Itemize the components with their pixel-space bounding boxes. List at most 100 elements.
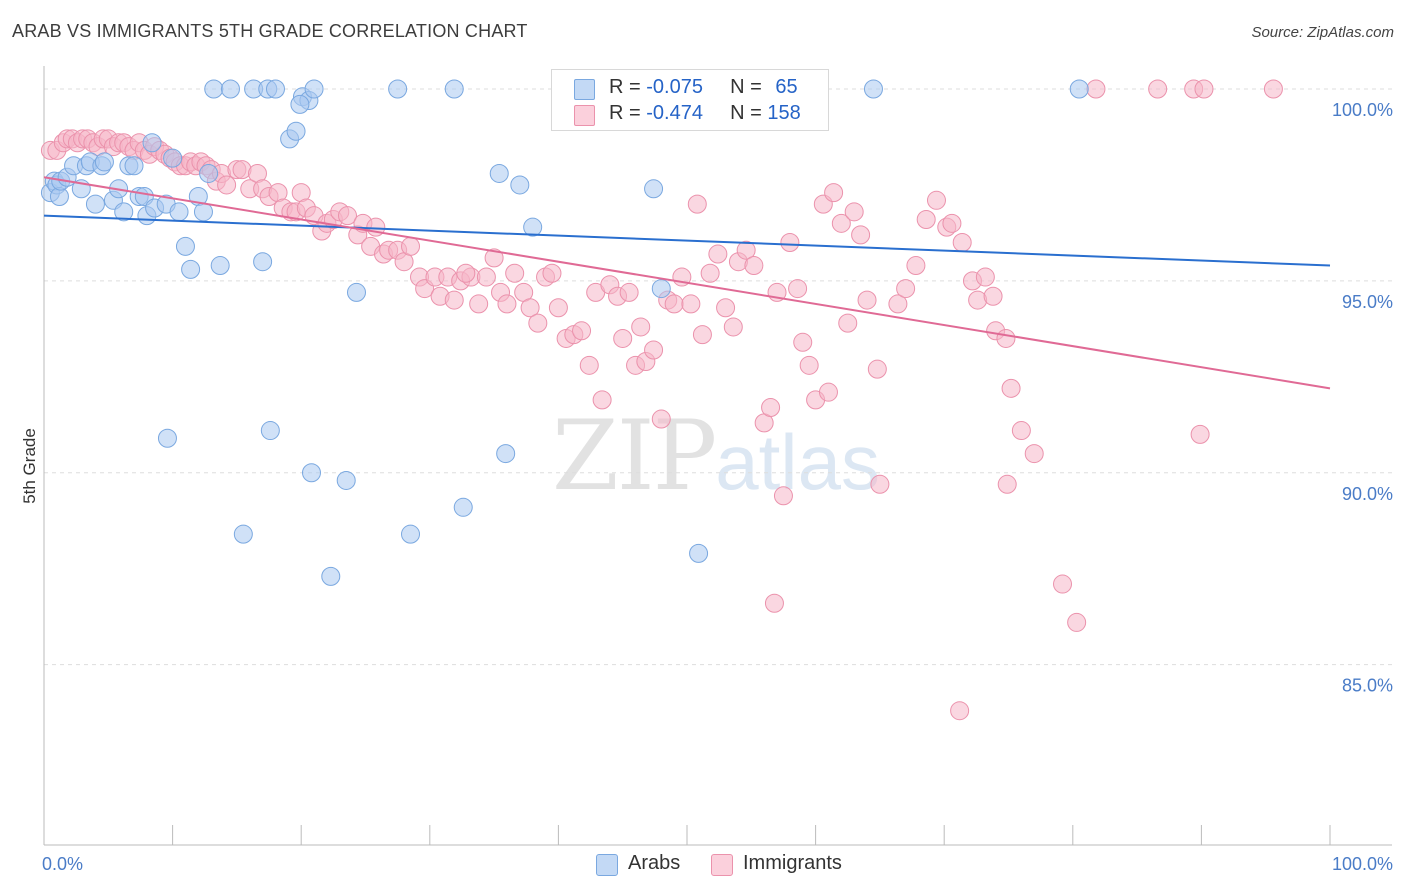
immigrants-point <box>838 313 858 333</box>
chart-source: Source: ZipAtlas.com <box>1251 24 1394 41</box>
immigrants-point <box>548 298 568 318</box>
immigrants-point <box>773 486 793 506</box>
immigrants-point <box>631 317 651 337</box>
immigrants-point <box>520 298 540 318</box>
legend-r-label: R = <box>609 76 647 98</box>
y-tick-label: 100.0% <box>1332 100 1393 120</box>
immigrants-point <box>401 236 421 256</box>
legend-swatch-immigrants <box>574 105 595 126</box>
arabs-point <box>510 175 530 195</box>
arabs-point <box>290 94 310 114</box>
immigrants-point <box>942 213 962 233</box>
legend-swatch-arabs <box>574 79 595 100</box>
immigrants-point <box>788 279 808 299</box>
y-tick-labels: 85.0% 90.0% 95.0% 100.0% <box>1332 100 1393 696</box>
immigrants-point <box>1024 444 1044 464</box>
arabs-point <box>210 256 230 276</box>
arabs-point <box>253 252 273 272</box>
immigrants-point <box>723 317 743 337</box>
immigrants-point <box>906 256 926 276</box>
y-tick-label: 85.0% <box>1342 676 1393 696</box>
immigrants-point <box>1001 378 1021 398</box>
arabs-point <box>321 566 341 586</box>
bottom-legend-label-arabs: Arabs <box>628 852 681 874</box>
immigrants-point <box>579 355 599 375</box>
arabs-point <box>260 421 280 441</box>
immigrants-point <box>1194 79 1214 99</box>
legend-n-label: N = <box>730 76 768 98</box>
immigrants-point <box>870 474 890 494</box>
y-tick-label: 95.0% <box>1342 292 1393 312</box>
arabs-point <box>286 121 306 141</box>
arabs-point <box>388 79 408 99</box>
arabs-point <box>220 79 240 99</box>
legend-r-label: R = <box>609 102 647 124</box>
arabs-point <box>644 179 664 199</box>
immigrants-point <box>851 225 871 245</box>
arabs-point <box>863 79 883 99</box>
arabs-point <box>85 194 105 214</box>
arabs-point <box>124 156 144 176</box>
immigrants-point <box>444 290 464 310</box>
immigrants-point <box>997 474 1017 494</box>
immigrants-point <box>528 313 548 333</box>
immigrants-point <box>692 325 712 345</box>
immigrants-point <box>761 398 781 418</box>
immigrants-point <box>469 294 489 314</box>
arabs-point <box>193 202 213 222</box>
arabs-point <box>346 282 366 302</box>
trend-lines <box>43 176 1331 390</box>
immigrants-point <box>484 248 504 268</box>
arabs-point <box>523 217 543 237</box>
watermark: ZIPatlas <box>552 400 880 512</box>
immigrants-point <box>1053 574 1073 594</box>
immigrants-point <box>857 290 877 310</box>
x-tick-labels: 0.0% 100.0% <box>42 854 1393 874</box>
immigrants-point <box>867 359 887 379</box>
arabs-point <box>169 202 189 222</box>
immigrants-point <box>1148 79 1168 99</box>
chart-title: ARAB VS IMMIGRANTS 5TH GRADE CORRELATION… <box>12 21 528 41</box>
arabs-point <box>301 463 321 483</box>
immigrants-point <box>764 593 784 613</box>
immigrants-point <box>983 286 1003 306</box>
immigrants-point <box>664 294 684 314</box>
arabs-point <box>336 470 356 490</box>
arabs-trend-line <box>43 214 1331 267</box>
immigrants-point <box>975 267 995 287</box>
immigrants-points <box>40 79 1283 721</box>
arabs-point <box>94 152 114 172</box>
arabs-point <box>496 444 516 464</box>
immigrants-point <box>337 206 357 226</box>
arabs-point <box>444 79 464 99</box>
immigrants-point <box>888 294 908 314</box>
immigrants-point <box>952 233 972 253</box>
x-tick-label: 100.0% <box>1332 854 1393 874</box>
bottom-legend-swatch-arabs <box>596 854 618 876</box>
immigrants-point <box>687 194 707 214</box>
immigrants-point <box>824 183 844 203</box>
arabs-point <box>199 163 219 183</box>
arabs-point <box>175 236 195 256</box>
immigrants-point <box>950 701 970 721</box>
arabs-point <box>304 79 324 99</box>
arabs-point <box>1069 79 1089 99</box>
immigrants-point <box>681 294 701 314</box>
immigrants-point <box>1067 612 1087 632</box>
arabs-point <box>689 543 709 563</box>
legend-n-label: N = <box>730 102 768 124</box>
immigrants-point <box>793 332 813 352</box>
legend-r-value-arabs: -0.075 <box>646 76 703 98</box>
y-tick-label: 90.0% <box>1342 484 1393 504</box>
arabs-point <box>163 148 183 168</box>
arabs-point <box>453 497 473 517</box>
immigrants-point <box>644 340 664 360</box>
immigrants-point <box>572 321 592 341</box>
immigrants-point <box>708 244 728 264</box>
immigrants-point <box>1011 421 1031 441</box>
immigrants-point <box>651 409 671 429</box>
immigrants-point <box>619 282 639 302</box>
immigrants-point <box>505 263 525 283</box>
immigrants-point <box>926 190 946 210</box>
